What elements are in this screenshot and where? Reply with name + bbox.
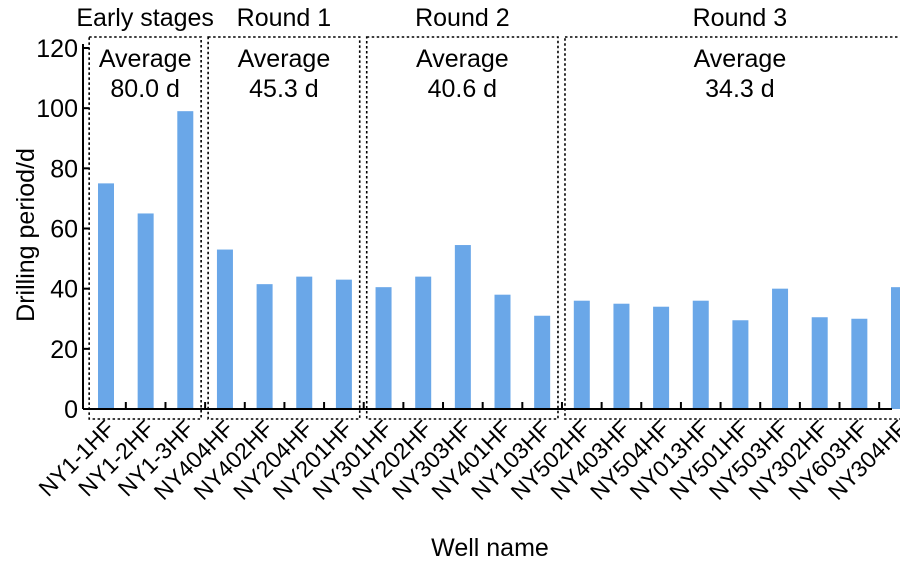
bar: [415, 276, 432, 409]
bar: [692, 300, 709, 409]
group-average-label: Average: [238, 45, 331, 73]
group-title: Round 1: [237, 4, 332, 32]
group-title: Early stages: [76, 4, 214, 32]
group-average-value: 34.3 d: [705, 75, 775, 103]
bar: [732, 320, 749, 409]
y-tick-label: 60: [50, 216, 78, 244]
bar: [891, 287, 900, 409]
group-box: [207, 36, 361, 420]
bar: [98, 183, 114, 409]
bar: [494, 294, 511, 409]
y-axis-label: Drilling period/d: [12, 148, 40, 322]
bar: [454, 245, 471, 409]
group-average-value: 45.3 d: [249, 75, 319, 103]
bar: [256, 284, 273, 409]
group-average-value: 40.6 d: [428, 75, 498, 103]
bar: [137, 213, 154, 409]
group-title: Round 3: [693, 4, 788, 32]
bar: [335, 279, 352, 409]
y-tick-label: 120: [36, 35, 78, 63]
bar: [811, 317, 828, 409]
y-tick-label: 20: [50, 336, 78, 364]
x-axis-label: Well name: [431, 534, 549, 562]
bar: [573, 300, 590, 409]
bar-series: [98, 111, 900, 410]
y-tick-label: 100: [36, 95, 78, 123]
group-average-label: Average: [694, 45, 787, 73]
x-axis: NY1-1HFNY1-2HFNY1-3HFNY404HFNY402HFNY204…: [33, 402, 900, 505]
y-tick-label: 80: [50, 155, 78, 183]
bar: [851, 318, 868, 409]
bar: [177, 111, 194, 410]
bar: [375, 287, 392, 409]
group-box: [365, 36, 559, 420]
bar: [296, 276, 313, 409]
group-average-label: Average: [416, 45, 509, 73]
group-average-value: 80.0 d: [110, 75, 180, 103]
group-title: Round 2: [415, 4, 510, 32]
bar: [772, 288, 789, 409]
bar: [216, 249, 233, 409]
bar: [534, 315, 551, 409]
group-box: [564, 36, 900, 420]
group-average-label: Average: [99, 45, 192, 73]
bar: [613, 303, 630, 409]
y-tick-label: 40: [50, 276, 78, 304]
bar: [653, 306, 670, 409]
y-tick-label: 0: [64, 396, 78, 424]
group-box: [88, 36, 202, 420]
y-axis: 0 20 40 60 80 100 120: [36, 35, 89, 424]
